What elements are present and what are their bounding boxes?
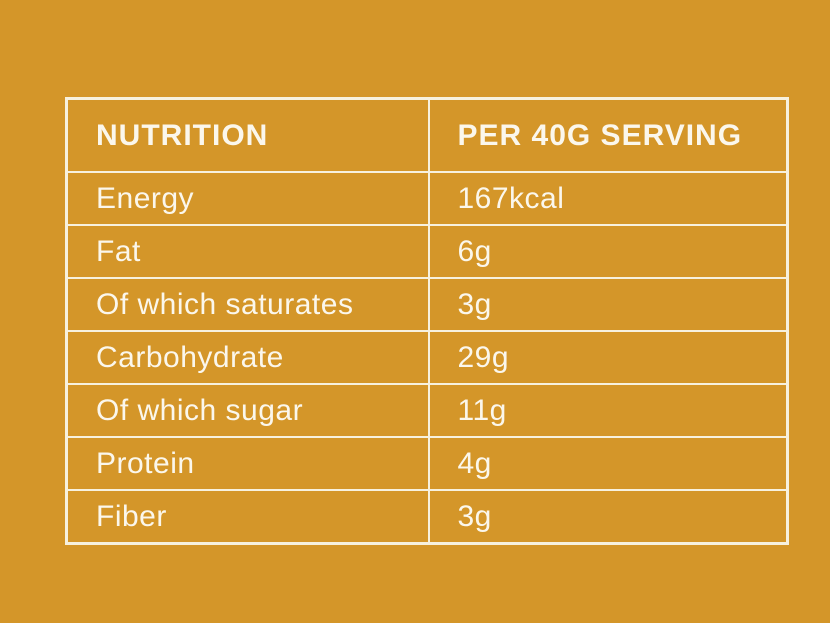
nutrient-value: 11g <box>427 383 789 438</box>
nutrient-label: Carbohydrate <box>65 330 430 385</box>
nutrient-label: Fiber <box>65 489 430 545</box>
nutrient-value: 29g <box>427 330 789 385</box>
nutrient-value: 3g <box>427 277 789 332</box>
nutrient-label: Of which sugar <box>65 383 430 438</box>
nutrient-label: Energy <box>65 171 430 226</box>
nutrient-value: 3g <box>427 489 789 545</box>
table-row-fat: Fat 6g <box>65 224 789 279</box>
table-header-row: NUTRITION PER 40G SERVING <box>65 97 789 173</box>
column-header-nutrition: NUTRITION <box>65 97 430 173</box>
nutrient-value: 167kcal <box>427 171 789 226</box>
table-row-sugar: Of which sugar 11g <box>65 383 789 438</box>
nutrition-table: NUTRITION PER 40G SERVING Energy 167kcal… <box>65 97 789 545</box>
nutrient-value: 6g <box>427 224 789 279</box>
column-header-serving: PER 40G SERVING <box>427 97 789 173</box>
nutrient-label: Protein <box>65 436 430 491</box>
nutrient-label: Fat <box>65 224 430 279</box>
table-row-fiber: Fiber 3g <box>65 489 789 545</box>
table-row-saturates: Of which saturates 3g <box>65 277 789 332</box>
nutrient-label: Of which saturates <box>65 277 430 332</box>
table-row-carbohydrate: Carbohydrate 29g <box>65 330 789 385</box>
nutrient-value: 4g <box>427 436 789 491</box>
table-row-protein: Protein 4g <box>65 436 789 491</box>
table-row-energy: Energy 167kcal <box>65 171 789 226</box>
